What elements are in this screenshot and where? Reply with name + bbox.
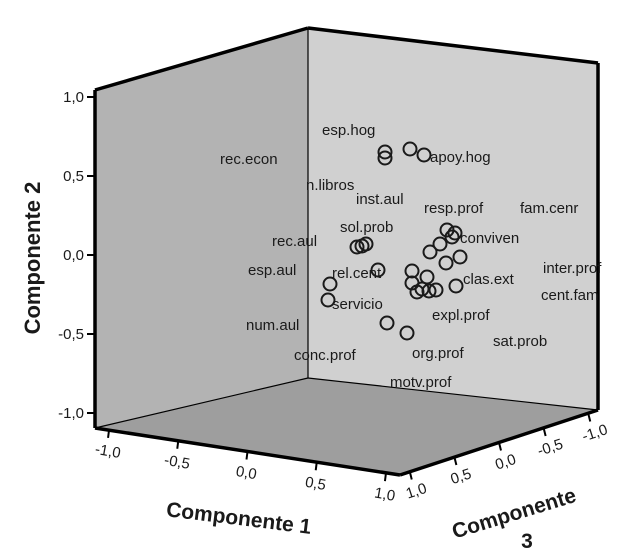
point-label: rel.cent: [332, 265, 382, 282]
z-axis-title-line2: 3: [521, 530, 533, 553]
x-tick-label: 1,0: [373, 485, 396, 505]
data-point: [377, 144, 393, 160]
data-point: [409, 284, 425, 300]
point-label: esp.hog: [322, 122, 375, 139]
point-label: conc.prof: [294, 347, 357, 364]
z-tick-mark: [498, 442, 502, 451]
z-tick-label: 0,5: [448, 465, 473, 488]
data-point: [428, 282, 444, 298]
z-tick-mark: [587, 413, 592, 422]
data-point: [432, 236, 448, 252]
data-point: [399, 325, 415, 341]
point-label: org.prof: [412, 345, 465, 362]
point-label: num.aul: [246, 317, 299, 334]
data-point: [416, 147, 432, 163]
x-axis-ticks: -1,0 -0,5 0,0 0,5 1,0: [94, 429, 396, 505]
point-label: inter.prof: [543, 260, 602, 277]
data-point: [322, 276, 338, 292]
data-point: [452, 249, 468, 265]
point-label: rec.econ: [220, 151, 278, 168]
z-tick-label: 1,0: [404, 480, 429, 503]
data-point: [438, 255, 454, 271]
y-axis-title: Componente 2: [20, 182, 45, 335]
data-point: [402, 141, 418, 157]
point-label: n.libros: [306, 177, 354, 194]
y-tick-label: 0,5: [63, 168, 84, 185]
point-label: clas.ext: [463, 271, 515, 288]
point-label: expl.prof: [432, 307, 490, 324]
y-tick-label: 0,0: [63, 247, 84, 264]
scatter-points: [320, 141, 468, 341]
data-point: [422, 244, 438, 260]
y-tick-label: -1,0: [58, 405, 84, 422]
point-label: apoy.hog: [430, 149, 491, 166]
x-tick-label: -1,0: [94, 441, 122, 462]
x-tick-label: 0,5: [304, 474, 327, 494]
x-tick-mark: [107, 429, 111, 439]
point-label: inst.aul: [356, 191, 404, 208]
point-label: motv.prof: [390, 374, 452, 391]
x-tick-label: -0,5: [163, 452, 191, 473]
x-tick-label: 0,0: [235, 463, 258, 483]
y-tick-label: -0,5: [58, 326, 84, 343]
z-tick-label: 0,0: [493, 451, 518, 474]
data-point: [377, 150, 393, 166]
data-point: [447, 225, 463, 241]
point-label: resp.prof: [424, 200, 484, 217]
x-tick-mark: [176, 440, 180, 449]
point-label: conviven: [460, 230, 519, 247]
x-tick-mark: [245, 451, 249, 460]
data-point: [448, 278, 464, 294]
x-tick-mark: [314, 462, 318, 471]
z-tick-label: -0,5: [535, 436, 565, 460]
z-tick-mark: [542, 427, 547, 437]
z-tick-mark: [453, 456, 458, 466]
x-tick-mark: [383, 472, 387, 482]
back-wall-left: [95, 28, 308, 428]
z-tick-mark: [408, 471, 413, 480]
back-wall-right: [308, 28, 598, 410]
point-label: servicio: [332, 296, 383, 313]
data-point: [444, 229, 460, 245]
point-label: rec.aul: [272, 233, 317, 250]
y-tick-label: 1,0: [63, 89, 84, 106]
point-label: fam.cenr: [520, 200, 578, 217]
z-axis-ticks: 1,0 0,5 0,0 -0,5 -1,0: [404, 413, 610, 503]
point-label: sol.prob: [340, 219, 393, 236]
point-label: esp.aul: [248, 262, 296, 279]
x-axis-title: Componente 1: [165, 498, 313, 539]
data-point: [370, 262, 386, 278]
z-tick-label: -1,0: [580, 421, 610, 445]
point-label: cent.fam: [541, 287, 599, 304]
point-label: sat.prob: [493, 333, 547, 350]
y-axis-ticks: 1,0 0,5 0,0 -0,5 -1,0: [58, 89, 96, 422]
data-point: [379, 315, 395, 331]
z-axis-title-line1: Componente: [449, 484, 578, 544]
data-point: [349, 239, 365, 255]
data-point: [320, 292, 336, 308]
